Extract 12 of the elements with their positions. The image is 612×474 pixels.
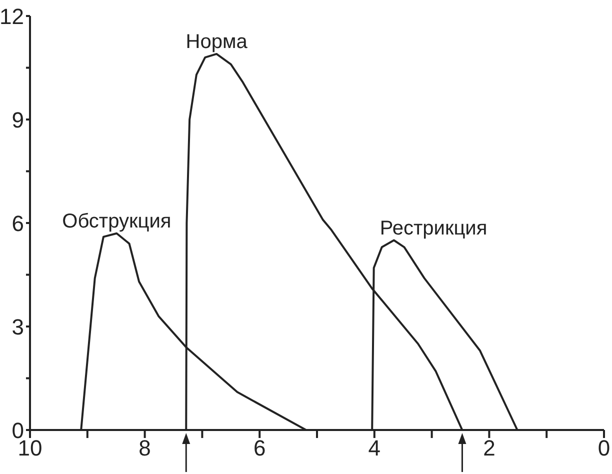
y-tick-label: 9 [12,107,24,132]
series-label: Норма [186,30,248,53]
x-tick-label: 0 [598,436,610,461]
x-tick-label: 8 [138,436,151,461]
series-label: Обструкция [62,210,172,232]
series-label: Рестрикция [380,217,488,240]
y-tick-label: 12 [0,4,24,29]
y-tick-label: 3 [12,314,24,340]
y-tick-label: 6 [12,210,24,236]
x-tick-label: 4 [368,436,381,461]
x-tick-label: 6 [253,436,266,461]
x-tick-label: 2 [483,436,496,461]
